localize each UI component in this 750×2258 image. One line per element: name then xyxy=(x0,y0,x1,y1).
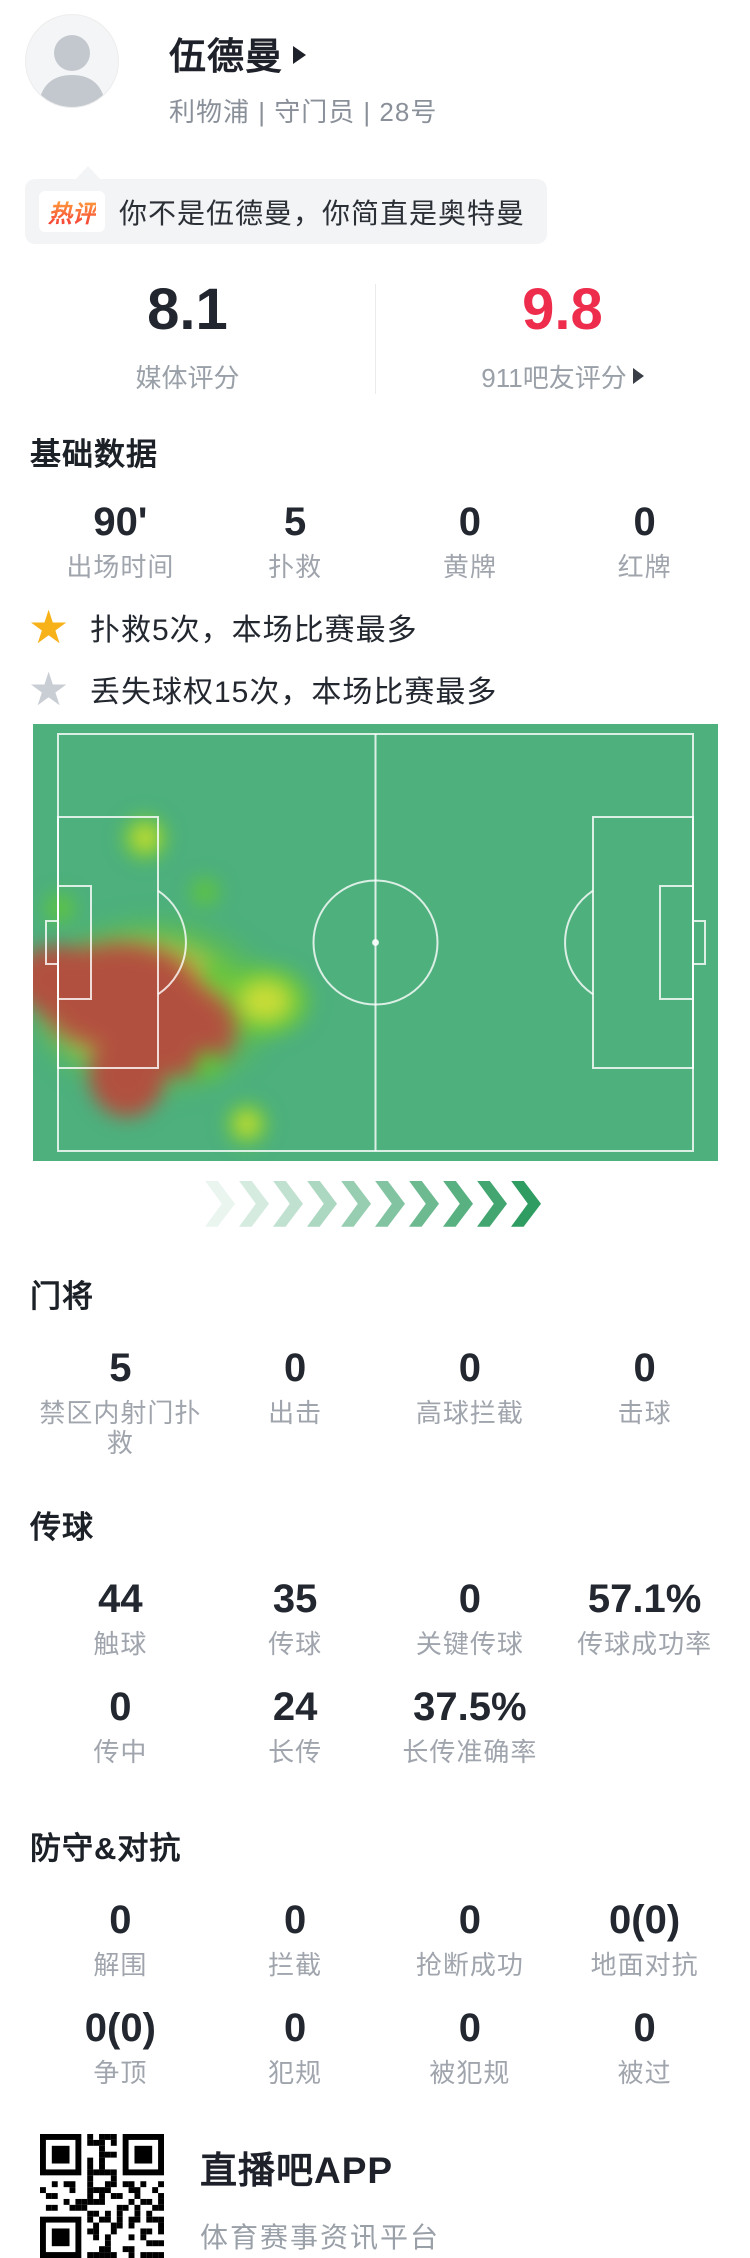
stat-long-ball-accuracy: 37.5% 长传准确率 xyxy=(402,1684,538,1767)
heatmap-layer xyxy=(33,724,718,1161)
chevron-icon xyxy=(511,1180,541,1227)
stat-red-cards: 0 红牌 xyxy=(617,499,672,582)
player-name: 伍德曼 xyxy=(169,36,283,77)
stat-was-fouled: 0 被犯规 xyxy=(429,2005,511,2088)
section-title-passing: 传球 xyxy=(30,1509,94,1545)
chevron-icon xyxy=(273,1180,303,1227)
heatmap-pitch xyxy=(33,723,718,1161)
ratings-section: 8.1 媒体评分 9.8 911吧友评分 xyxy=(0,278,750,395)
avatar-silhouette-icon xyxy=(38,35,106,107)
stat-tackles-won: 0 抢断成功 xyxy=(415,1897,524,1980)
star-gray-icon: ★ xyxy=(28,662,70,715)
media-rating-label: 媒体评分 xyxy=(135,362,240,393)
chevron-icon xyxy=(477,1180,507,1227)
app-tagline: 体育赛事资讯平台 xyxy=(200,2221,441,2253)
stat-interceptions: 0 拦截 xyxy=(268,1897,323,1980)
defense-stats-row-1: 0 解围 0 拦截 0 抢断成功 0(0) 地面对抗 xyxy=(33,1898,732,1980)
defense-stats-row-2: 0(0) 争顶 0 犯规 0 被犯规 0 被过 xyxy=(33,2006,732,2088)
hot-comment-text: 你不是伍德曼，你简直是奥特曼 xyxy=(119,197,526,229)
hot-comment-badge: 热评 xyxy=(39,191,105,232)
passing-stats-row-1: 44 触球 35 传球 0 关键传球 57.1% 传球成功率 xyxy=(33,1577,732,1659)
stat-yellow-cards: 0 黄牌 xyxy=(442,499,497,582)
media-rating: 8.1 媒体评分 xyxy=(0,278,375,395)
fan-rating-value: 9.8 xyxy=(522,277,603,342)
fan-rating-caret-icon xyxy=(632,368,644,385)
app-name: 直播吧APP xyxy=(200,2149,394,2191)
player-header: 伍德曼 利物浦 | 守门员 | 28号 xyxy=(0,0,750,129)
goalkeeper-stats-row: 5 禁区内射门扑救 0 出击 0 高球拦截 0 击球 xyxy=(33,1346,732,1458)
player-avatar xyxy=(25,14,119,108)
section-title-basic: 基础数据 xyxy=(30,436,158,472)
hot-comment-bubble: 热评 你不是伍德曼，你简直是奥特曼 xyxy=(25,166,548,244)
expand-caret-icon xyxy=(293,46,306,64)
pitch-lines xyxy=(45,732,706,1152)
stat-rushes-out: 0 出击 xyxy=(268,1345,323,1428)
stat-dribbled-past: 0 被过 xyxy=(617,2005,672,2088)
stat-minutes: 90' 出场时间 xyxy=(66,499,175,582)
basic-stats-row: 90' 出场时间 5 扑救 0 黄牌 0 红牌 xyxy=(33,500,732,582)
stat-saves: 5 扑救 xyxy=(268,499,323,582)
chevron-icon xyxy=(307,1180,337,1227)
stat-long-balls: 24 长传 xyxy=(268,1684,323,1767)
fan-rating[interactable]: 9.8 911吧友评分 xyxy=(375,278,750,395)
stat-key-passes: 0 关键传球 xyxy=(415,1576,524,1659)
player-meta: 利物浦 | 守门员 | 28号 xyxy=(169,97,438,127)
section-title-goalkeeper: 门将 xyxy=(30,1278,94,1314)
chevron-divider xyxy=(0,1180,750,1227)
passing-stats-row-2: 0 传中 24 长传 37.5% 长传准确率 xyxy=(33,1685,732,1767)
ratings-divider xyxy=(375,284,376,394)
stat-passes: 35 传球 xyxy=(268,1576,323,1659)
star-gold-icon: ★ xyxy=(28,600,70,653)
chevron-icon xyxy=(409,1180,439,1227)
highlight-best-saves: ★ 扑救5次，本场比赛最多 xyxy=(28,600,418,653)
highlight-possession-lost: ★ 丢失球权15次，本场比赛最多 xyxy=(28,662,498,715)
stat-empty xyxy=(557,1685,732,1767)
fan-rating-label[interactable]: 911吧友评分 xyxy=(481,358,644,395)
chevron-icon xyxy=(205,1180,235,1227)
stat-box-shot-saves: 5 禁区内射门扑救 xyxy=(39,1345,202,1458)
chevron-icon xyxy=(375,1180,405,1227)
app-footer: 直播吧APP 体育赛事资讯平台 xyxy=(40,2133,750,2258)
match-highlights: ★ 扑救5次，本场比赛最多 ★ 丢失球权15次，本场比赛最多 xyxy=(28,604,750,712)
stat-crosses: 0 传中 xyxy=(93,1684,148,1767)
stat-high-claims: 0 高球拦截 xyxy=(415,1345,524,1428)
media-rating-value: 8.1 xyxy=(147,277,228,342)
chevron-icon xyxy=(341,1180,371,1227)
stat-fouls: 0 犯规 xyxy=(268,2005,323,2088)
player-name-row[interactable]: 伍德曼 xyxy=(169,26,437,80)
qr-code xyxy=(40,2133,164,2258)
stat-pass-accuracy: 57.1% 传球成功率 xyxy=(577,1576,713,1659)
chevron-icon xyxy=(239,1180,269,1227)
stat-touches: 44 触球 xyxy=(93,1576,148,1659)
stat-clearances: 0 解围 xyxy=(93,1897,148,1980)
stat-punches: 0 击球 xyxy=(617,1345,672,1428)
stat-ground-duels: 0(0) 地面对抗 xyxy=(590,1897,699,1980)
chevron-icon xyxy=(443,1180,473,1227)
section-title-defense: 防守&对抗 xyxy=(30,1830,182,1866)
stat-aerial-duels: 0(0) 争顶 xyxy=(84,2005,156,2088)
